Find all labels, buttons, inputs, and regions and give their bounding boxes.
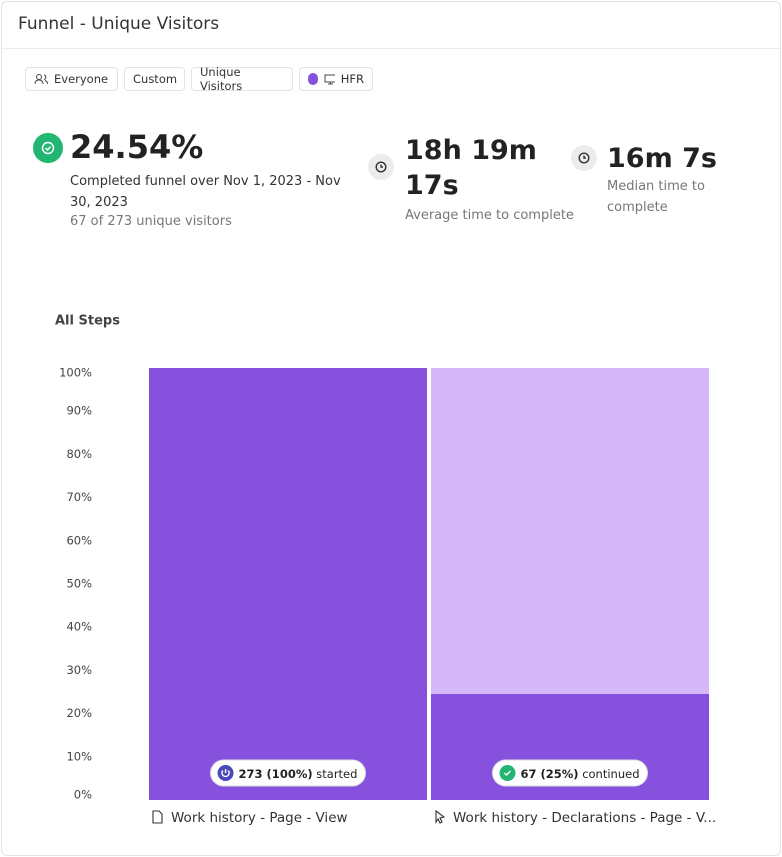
pill-bg: [210, 759, 366, 787]
chart-title: All Steps: [55, 314, 120, 329]
icon-glyph: [221, 769, 230, 778]
desktop-icon: [324, 74, 335, 84]
value-label: 273 (100%) started: [239, 767, 358, 781]
success-icon: [33, 133, 63, 163]
average-time: 18h 19m 17s: [405, 135, 537, 201]
value-label-step: continued: [582, 767, 639, 781]
filter-chip[interactable]: HFR: [299, 67, 373, 91]
y-tick-label: 20%: [66, 706, 92, 720]
step-pill: 67 (25%) continued: [491, 759, 649, 787]
filter-chip[interactable]: Unique Visitors: [191, 65, 293, 93]
color-dot: [308, 73, 318, 85]
y-tick-label: 10%: [66, 749, 92, 763]
median-label: Median time to complete: [607, 179, 705, 215]
step-icon: [152, 810, 163, 824]
conversion-rate: 24.54%: [70, 128, 204, 166]
clock-icon: [571, 145, 597, 171]
step-pill: 273 (100%) started: [210, 759, 366, 787]
filter-chip[interactable]: Everyone: [25, 67, 118, 91]
y-tick-label: 30%: [66, 663, 92, 677]
y-tick-label: 90%: [66, 404, 92, 418]
y-tick-label: 50%: [66, 577, 92, 591]
y-tick-label: 40%: [66, 620, 92, 634]
filter-label: HFR: [340, 72, 364, 86]
icon-glyph: [503, 770, 511, 776]
conversion-description: Completed funnel over Nov 1, 2023 - Nov …: [70, 174, 341, 210]
step-label: Work history - Declarations - Page - V..…: [453, 810, 716, 826]
y-tick-label: 0%: [74, 788, 92, 802]
filter-chip[interactable]: Custom: [124, 67, 185, 91]
y-tick-label: 70%: [66, 490, 92, 504]
page-title: Funnel - Unique Visitors: [18, 14, 220, 34]
filter-label: Custom: [133, 72, 178, 86]
y-tick-label: 100%: [59, 366, 92, 380]
y-tick-label: 60%: [66, 533, 92, 547]
filter-label: Unique Visitors: [200, 65, 243, 93]
clock-icon: [368, 154, 394, 180]
value-label: 67 (25%) continued: [520, 767, 639, 781]
bar: [149, 368, 427, 800]
median-time: 16m 7s: [607, 143, 717, 174]
check-icon: [41, 141, 55, 155]
y-tick-label: 80%: [66, 447, 92, 461]
step-label: Work history - Page - View: [171, 810, 348, 826]
pill-bg: [491, 759, 649, 787]
average-label: Average time to complete: [405, 208, 574, 223]
value-label-number: 273 (100%): [239, 767, 313, 781]
users-icon: [34, 74, 48, 85]
value-label-number: 67 (25%): [520, 767, 578, 781]
pill-icon: [499, 765, 516, 781]
value-label-step: started: [316, 767, 357, 781]
conversion-detail: 67 of 273 unique visitors: [70, 214, 232, 229]
filter-label: Everyone: [54, 72, 109, 86]
divider: [2, 48, 780, 49]
step-icon: [435, 809, 446, 824]
